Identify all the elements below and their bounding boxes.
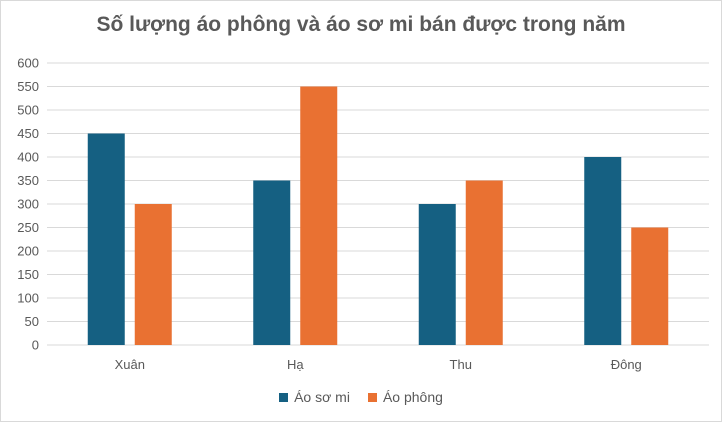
x-tick-label: Xuân	[115, 357, 145, 372]
legend-swatch	[279, 392, 289, 402]
bar-ao-phong-2	[465, 180, 503, 345]
chart-title: Số lượng áo phông và áo sơ mi bán được t…	[96, 13, 626, 36]
legend: Áo sơ mi Áo phông	[1, 389, 721, 405]
legend-label: Áo phông	[382, 389, 443, 405]
legend-swatch	[367, 392, 377, 402]
bar-ao-phong-1	[300, 86, 338, 345]
x-tick-label: Hạ	[287, 357, 304, 372]
y-tick-label: 150	[17, 267, 39, 282]
bar-ao-so-mi-3	[584, 157, 622, 345]
bar-ao-so-mi-0	[87, 133, 125, 345]
y-tick-label: 600	[17, 56, 39, 71]
bars	[87, 86, 669, 345]
x-tick-label: Thu	[450, 357, 472, 372]
y-axis-tick-labels: 0 50 100 150 200 250 300 350 400 450 500 550 600	[17, 56, 39, 353]
bar-ao-so-mi-2	[418, 204, 456, 345]
legend-item: Áo phông	[367, 389, 443, 405]
y-tick-label: 300	[17, 197, 39, 212]
bar-ao-phong-3	[631, 227, 669, 345]
bar-ao-phong-0	[134, 204, 172, 345]
y-tick-label: 250	[17, 220, 39, 235]
legend-item: Áo sơ mi	[279, 389, 350, 405]
bar-ao-so-mi-1	[253, 180, 291, 345]
y-tick-label: 500	[17, 103, 39, 118]
x-axis-tick-labels: Xuân Hạ Thu Đông	[115, 357, 642, 372]
y-tick-label: 550	[17, 79, 39, 94]
y-tick-label: 100	[17, 291, 39, 306]
y-tick-label: 50	[25, 314, 39, 329]
legend-label: Áo sơ mi	[294, 389, 350, 405]
y-tick-label: 450	[17, 126, 39, 141]
x-tick-label: Đông	[611, 357, 642, 372]
y-tick-label: 200	[17, 244, 39, 259]
y-tick-label: 400	[17, 150, 39, 165]
y-tick-label: 0	[32, 338, 39, 353]
y-tick-label: 350	[17, 173, 39, 188]
